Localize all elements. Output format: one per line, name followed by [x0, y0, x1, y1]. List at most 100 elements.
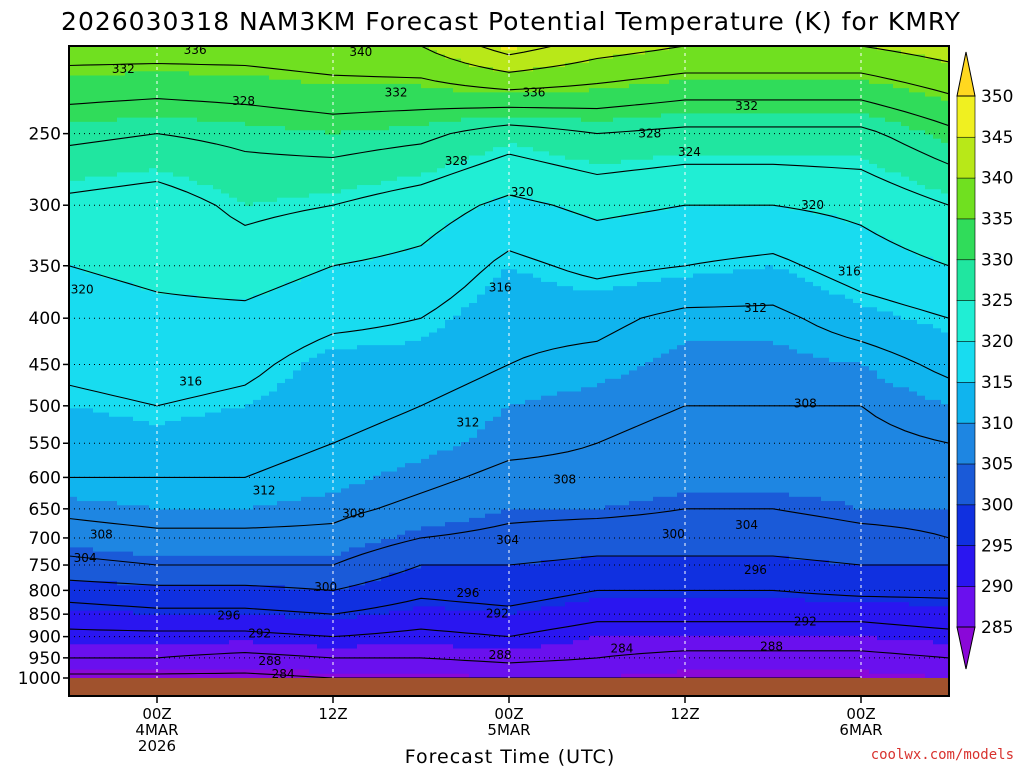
y-tick-label: 550 [29, 434, 61, 454]
y-tick-label: 700 [29, 529, 61, 549]
x-tick-label: 12Z [318, 705, 347, 723]
contour-label: 336 [522, 85, 545, 99]
colorbar-bin-6 [956, 381, 976, 424]
colorbar-bin-8 [956, 299, 976, 342]
colorbar-label: 285 [981, 618, 1013, 638]
contour-label: 320 [511, 185, 534, 199]
colorbar-bin-2 [956, 545, 976, 587]
contour-label: 316 [179, 375, 202, 389]
y-tick-label: 650 [29, 500, 61, 520]
contour-label: 300 [662, 527, 685, 541]
contour-label: 288 [258, 654, 281, 668]
y-tick-label: 300 [29, 196, 61, 216]
x-tick-label: 12Z [670, 705, 699, 723]
contour-label: 332 [112, 62, 135, 76]
contour-label: 284 [610, 642, 633, 656]
colorbar-bin-1 [956, 585, 976, 628]
y-tick-label: 850 [29, 605, 61, 625]
contour-label: 296 [217, 609, 240, 623]
contour-label: 312 [253, 483, 276, 497]
colorbar-top-arrow [956, 51, 976, 97]
grid-lines [69, 46, 949, 696]
colorbar-bin-7 [956, 340, 976, 383]
contour-label: 332 [735, 99, 758, 113]
colorbar-bin-3 [956, 504, 976, 547]
y-tick-label: 350 [29, 257, 61, 277]
colorbar-bin-4 [956, 463, 976, 506]
colorbar-bin-5 [956, 422, 976, 465]
x-tick-label: 5MAR [487, 721, 530, 739]
colorbar-label: 335 [981, 210, 1013, 230]
contour-label: 304 [735, 518, 758, 532]
colorbar-label: 340 [981, 169, 1013, 189]
contour-label: 308 [342, 507, 365, 521]
x-axis-title: Forecast Time (UTC) [405, 746, 615, 768]
contour-label: 284 [272, 667, 295, 681]
x-tick-label: 2026 [138, 737, 176, 755]
y-tick-label: 250 [29, 125, 61, 145]
colorbar-bin-12 [956, 136, 976, 179]
y-tick-label: 950 [29, 649, 61, 669]
x-tick-label: 00Z [494, 705, 523, 723]
contour-label: 296 [456, 586, 479, 600]
contour-332 [69, 98, 949, 127]
y-tick-label: 800 [29, 581, 61, 601]
chart-title: 2026030318 NAM3KM Forecast Potential Tem… [61, 7, 961, 36]
contour-label: 288 [489, 648, 512, 662]
contour-label: 292 [486, 606, 509, 620]
colorbar-label: 305 [981, 455, 1013, 475]
contour-label: 328 [638, 127, 661, 141]
x-tick-label: 00Z [846, 705, 875, 723]
contour-label: 296 [744, 563, 767, 577]
colorbar-label: 290 [981, 577, 1013, 597]
colorbar-bin-10 [956, 218, 976, 261]
colorbar-label: 320 [981, 332, 1013, 352]
contour-324 [69, 153, 949, 226]
y-tick-label: 600 [29, 468, 61, 488]
contour-label: 316 [489, 281, 512, 295]
contour-label: 300 [314, 580, 337, 594]
colorbar-label: 330 [981, 250, 1013, 270]
contour-label: 304 [496, 533, 519, 547]
colorbar: 350 345 340 335 330 325 320 315 310 305 300 295 290 2… [956, 51, 1013, 670]
colorbar-bin-9 [956, 259, 976, 301]
contour-344 [479, 46, 554, 56]
y-tick-label: 450 [29, 355, 61, 375]
contour-label: 328 [445, 154, 468, 168]
contour-label: 316 [838, 264, 861, 278]
x-tick-label: 00Z [142, 705, 171, 723]
colorbar-label: 350 [981, 87, 1013, 107]
y-tick-label: 500 [29, 397, 61, 417]
x-tick-label: 6MAR [839, 721, 882, 739]
colorbar-label: 325 [981, 291, 1013, 311]
contour-label: 332 [385, 85, 408, 99]
ground-band [69, 678, 949, 696]
colorbar-bin-13 [956, 95, 976, 138]
contour-label: 308 [553, 472, 576, 486]
contour-label: 292 [248, 627, 271, 641]
contour-label: 288 [760, 640, 783, 654]
colorbar-bin-11 [956, 177, 976, 220]
credit-text: coolwx.com/models [871, 747, 1014, 763]
colorbar-label: 315 [981, 373, 1013, 393]
contour-label: 320 [71, 283, 94, 297]
contour-label: 320 [801, 198, 824, 212]
y-tick-label: 900 [29, 628, 61, 648]
contour-label: 304 [74, 551, 97, 565]
colorbar-label: 310 [981, 414, 1013, 434]
contour-label: 308 [90, 528, 113, 542]
contour-340 [420, 46, 949, 73]
y-axis: 250 300 350 400 450 500 550 600 650 700 750 800 850 9… [18, 125, 69, 689]
contour-label: 328 [232, 94, 255, 108]
colorbar-label: 300 [981, 495, 1013, 515]
colorbar-label: 345 [981, 128, 1013, 148]
x-tick-label: 4MAR [135, 721, 178, 739]
contour-label: 292 [794, 615, 817, 629]
y-tick-label: 1000 [18, 669, 61, 689]
contour-label: 308 [794, 396, 817, 410]
y-tick-label: 750 [29, 556, 61, 576]
contour-label: 324 [678, 145, 701, 159]
contour-label: 340 [349, 45, 372, 59]
